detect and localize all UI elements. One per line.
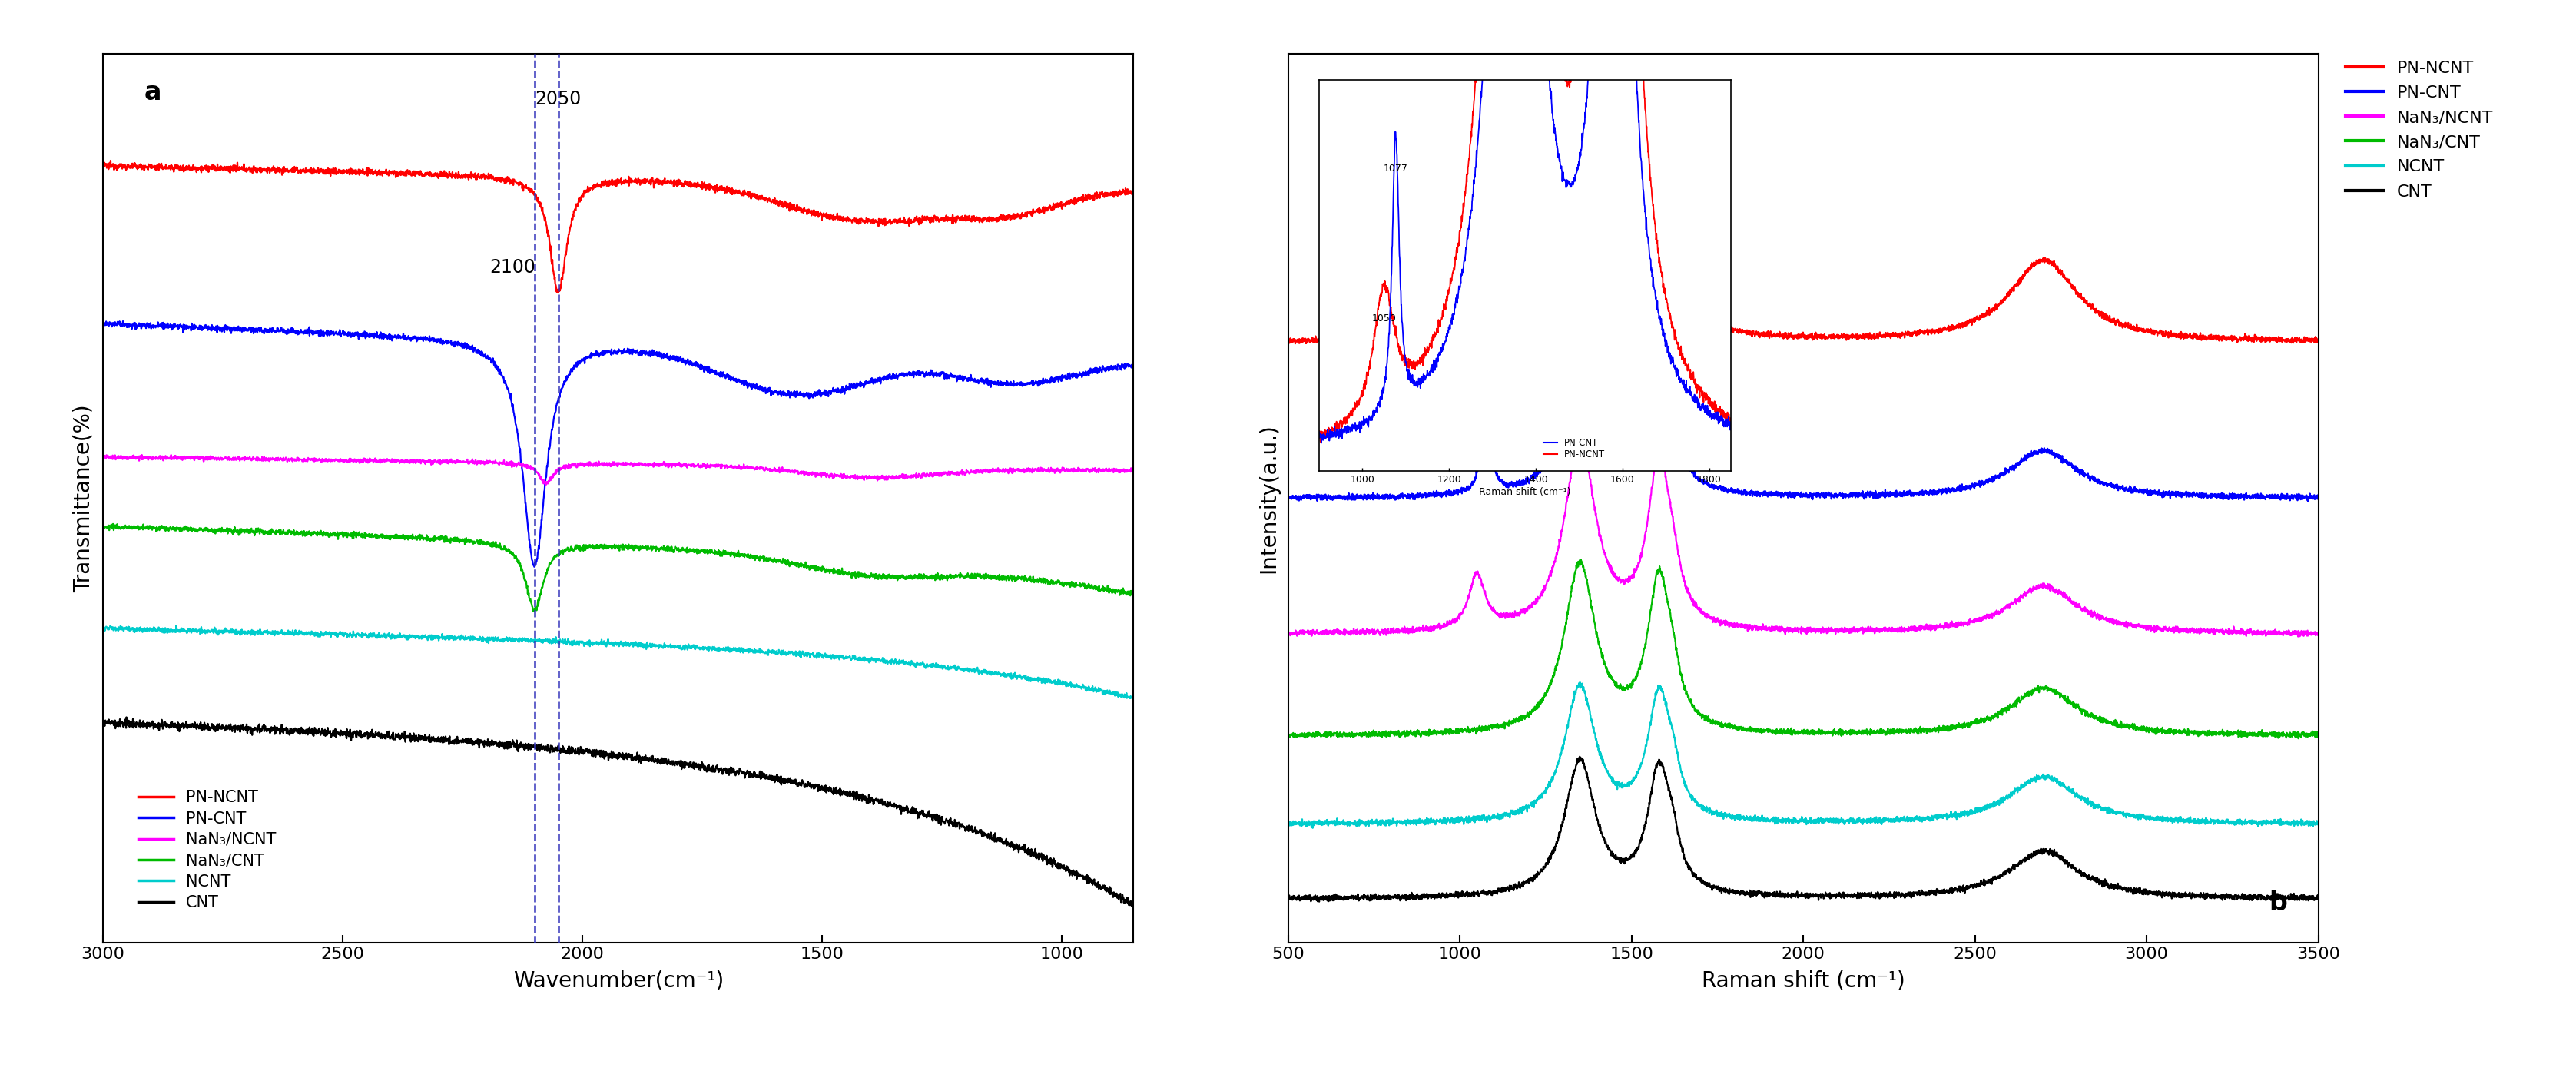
Y-axis label: Intensity(a.u.): Intensity(a.u.) [1257,423,1280,573]
Legend: PN-NCNT, PN-CNT, NaN₃/NCNT, NaN₃/CNT, NCNT, CNT: PN-NCNT, PN-CNT, NaN₃/NCNT, NaN₃/CNT, NC… [2339,54,2501,207]
Text: 2050: 2050 [536,90,582,108]
X-axis label: Raman shift (cm⁻¹): Raman shift (cm⁻¹) [1703,970,1904,992]
X-axis label: Wavenumber(cm⁻¹): Wavenumber(cm⁻¹) [513,970,724,992]
Y-axis label: Transmittance(%): Transmittance(%) [72,404,95,592]
Text: 1077: 1077 [1378,350,1422,365]
Text: 1050: 1050 [1443,196,1486,238]
Legend: PN-NCNT, PN-CNT, NaN₃/NCNT, NaN₃/CNT, NCNT, CNT: PN-NCNT, PN-CNT, NaN₃/NCNT, NaN₃/CNT, NC… [131,784,283,917]
Text: 2100: 2100 [489,258,536,276]
Text: a: a [144,80,162,106]
Text: b: b [2269,890,2287,916]
